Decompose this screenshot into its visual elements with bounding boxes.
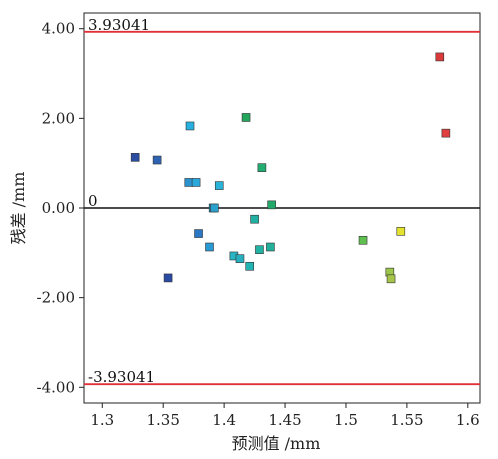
data-point	[250, 214, 259, 224]
data-point	[214, 181, 224, 190]
data-point	[241, 113, 251, 122]
x-axis-ticks: 1.3 1.35 1.4 1.45 1.5 1.55 1.6	[90, 403, 480, 429]
x-tick-label: 1.3	[90, 411, 114, 429]
data-point	[210, 203, 219, 213]
y-tick-label: 2.00	[42, 109, 75, 127]
reference-line-label: -3.93041	[88, 368, 155, 386]
data-point	[194, 229, 203, 238]
data-point	[396, 227, 406, 236]
y-tick-label: -4.00	[37, 378, 75, 396]
data-point	[435, 52, 445, 62]
data-point	[257, 163, 267, 172]
data-point	[205, 242, 214, 252]
data-point	[235, 254, 245, 263]
data-point	[163, 273, 173, 283]
y-tick-label: -2.00	[37, 289, 75, 307]
x-tick-label: 1.35	[146, 411, 179, 429]
y-axis-title: 残差 /mm	[9, 172, 28, 245]
x-tick-label: 1.4	[212, 411, 236, 429]
reference-line-label: 0	[88, 192, 98, 210]
y-axis-ticks: 4.00 2.00 0.00 -2.00 -4.00	[37, 20, 84, 396]
data-point	[245, 261, 255, 271]
data-point	[441, 128, 451, 138]
reference-line-label: 3.93041	[88, 16, 150, 34]
x-tick-label: 1.6	[456, 411, 480, 429]
data-point	[152, 155, 162, 165]
data-point	[358, 235, 368, 245]
y-tick-label: 4.00	[42, 20, 75, 38]
x-axis-title: 预测值 /mm	[232, 434, 321, 453]
data-point	[267, 200, 276, 210]
data-point	[255, 245, 264, 254]
data-points	[130, 52, 451, 284]
reference-lines: 3.93041 0 -3.93041	[84, 16, 480, 386]
data-point	[266, 242, 275, 252]
x-tick-label: 1.5	[334, 411, 358, 429]
data-point	[191, 178, 201, 187]
data-point	[185, 121, 195, 131]
x-tick-label: 1.55	[390, 411, 423, 429]
data-point	[130, 153, 140, 162]
data-point	[184, 178, 194, 187]
y-tick-label: 0.00	[42, 199, 75, 217]
data-point	[386, 274, 396, 284]
x-tick-label: 1.45	[268, 411, 301, 429]
